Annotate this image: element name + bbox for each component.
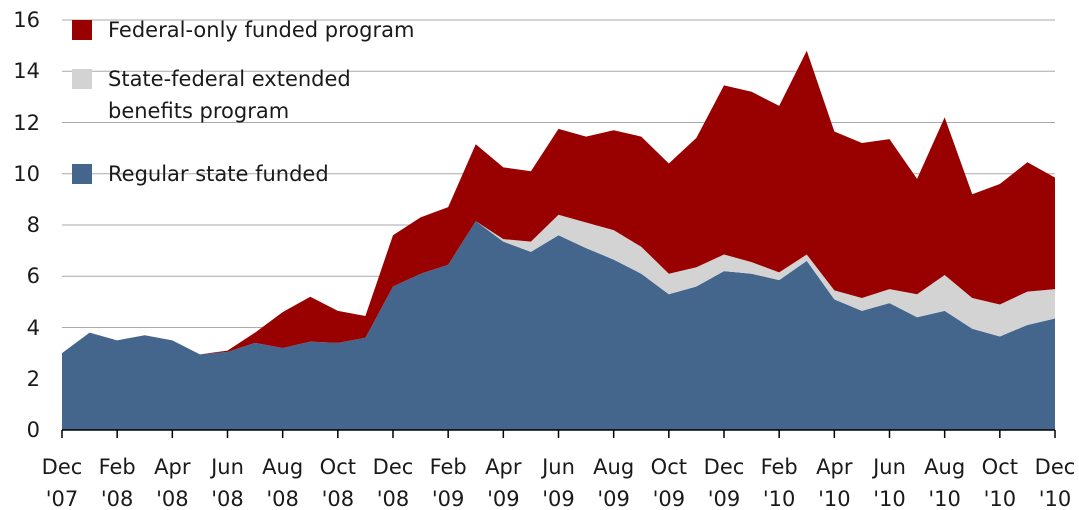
x-tick-label: Dec '10 [1034,455,1076,510]
x-tick-label: Apr '09 [485,455,522,510]
y-tick-label: 8 [26,213,40,237]
x-tick-label: Aug '08 [262,455,304,510]
y-tick-label: 12 [13,110,40,135]
area [62,50,1055,355]
y-tick-label: 0 [26,418,40,442]
x-tick-label: Apr '10 [816,455,853,510]
legend-label: Federal-only funded program [108,18,415,42]
x-tick-label: Feb '09 [429,455,467,510]
y-tick-label: 10 [13,161,40,186]
y-tick-label: 6 [26,264,40,289]
x-tick-label: Dec '09 [703,455,745,510]
y-tick-label: 4 [26,315,40,340]
legend-label: Regular state funded [108,162,329,186]
x-tick-label: Aug '09 [593,455,635,510]
x-tick-label: Jun '08 [211,455,244,510]
x-tick-label: Jun '09 [542,455,575,510]
legend-swatch [72,69,92,89]
x-tick-label: Feb '10 [760,455,798,510]
x-tick-label: Jun '10 [873,455,906,510]
legend-swatch [72,164,92,184]
y-tick-label: 16 [13,8,40,32]
legend-label: State-federal extended benefits program [108,67,351,123]
x-tick-label: Oct '10 [981,455,1018,510]
legend-swatch [72,20,92,40]
x-tick-label: Feb '08 [98,455,136,510]
x-tick-label: Dec '08 [372,455,414,510]
y-tick-label: 14 [13,59,40,84]
y-tick-label: 2 [26,366,40,391]
x-tick-label: Aug '10 [924,455,966,510]
x-tick-label: Dec '07 [41,455,83,510]
x-tick-label: Oct '09 [650,455,687,510]
x-tick-label: Apr '08 [154,455,191,510]
area [62,221,1055,430]
x-tick-label: Oct '08 [319,455,356,510]
